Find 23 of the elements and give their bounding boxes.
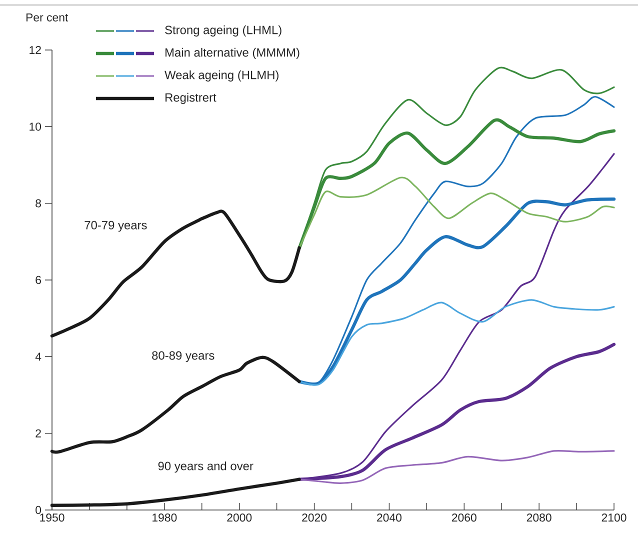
x-tick-label: 2060: [452, 514, 476, 522]
legend-label: Strong ageing (LHML): [165, 25, 282, 37]
legend-label: Main alternative (MMMM): [166, 48, 300, 60]
x-tick-label: 2020: [302, 514, 327, 522]
y-axis-title: Per cent: [26, 13, 68, 22]
y-tick-label: 6: [36, 276, 41, 284]
x-tick-label: 1950: [40, 514, 64, 522]
x-tick-label: 2000: [227, 514, 252, 522]
x-tick-label: 2080: [526, 514, 552, 522]
x-tick-label: 1980: [152, 514, 177, 522]
annotation: 80-89 years: [152, 351, 214, 362]
y-tick-label: 4: [35, 352, 42, 361]
x-tick-label: 2100: [602, 514, 626, 522]
y-tick-label: 10: [30, 122, 42, 131]
legend-label: Registrert: [166, 92, 216, 104]
y-tick-label: 12: [30, 46, 41, 54]
legend-label: Weak ageing (HLMH): [164, 70, 278, 82]
y-tick-label: 2: [36, 429, 41, 438]
x-tick-label: 2040: [377, 514, 402, 522]
y-tick-label: 8: [36, 199, 41, 208]
y-tick-label: 0: [36, 506, 42, 514]
annotation: 90 years and over: [158, 461, 254, 473]
annotation: 70-79 years: [84, 220, 147, 232]
